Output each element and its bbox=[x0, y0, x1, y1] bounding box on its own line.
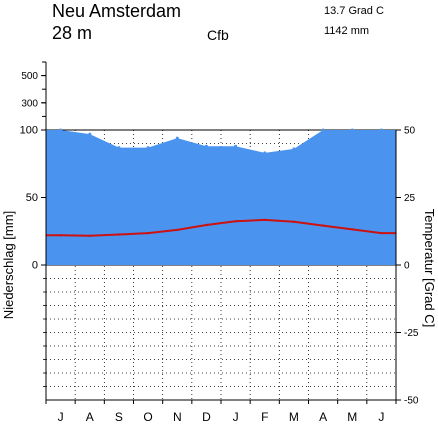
month-label: J bbox=[58, 410, 64, 424]
month-label: J bbox=[378, 410, 384, 424]
precipitation-point bbox=[59, 128, 63, 132]
month-label: O bbox=[143, 410, 152, 424]
left-tick-label: 50 bbox=[26, 192, 38, 204]
precipitation-point bbox=[117, 146, 121, 150]
mean-temperature: 13.7 Grad C bbox=[324, 5, 384, 17]
month-label: F bbox=[261, 410, 268, 424]
month-label: M bbox=[347, 410, 357, 424]
left-tick-label: 0 bbox=[32, 260, 38, 272]
left-tick-label: 300 bbox=[21, 98, 38, 109]
month-label: M bbox=[289, 410, 299, 424]
right-tick-label: -25 bbox=[404, 328, 419, 339]
temperature-line bbox=[46, 218, 396, 237]
temperature-point bbox=[263, 218, 266, 222]
temperature-point bbox=[176, 228, 179, 232]
right-tick-label: 0 bbox=[404, 261, 410, 272]
temperature-point bbox=[146, 231, 150, 235]
precipitation-point bbox=[204, 144, 208, 148]
station-elevation: 28 m bbox=[52, 23, 92, 43]
month-label: N bbox=[173, 410, 182, 424]
month-label: A bbox=[319, 410, 327, 424]
month-label: J bbox=[233, 410, 239, 424]
right-tick-label: 50 bbox=[404, 126, 416, 137]
temperature-point bbox=[117, 233, 121, 236]
month-label: A bbox=[86, 410, 94, 424]
temperature-point bbox=[292, 220, 296, 223]
station-name: Neu Amsterdam bbox=[52, 1, 181, 21]
precipitation-point bbox=[263, 151, 267, 155]
precipitation-point bbox=[234, 144, 238, 148]
temperature-point bbox=[205, 223, 208, 227]
series-layer bbox=[46, 128, 396, 265]
precipitation-point bbox=[321, 128, 325, 132]
temperature-point bbox=[59, 234, 62, 237]
precipitation-point bbox=[88, 132, 92, 136]
climate-class: Cfb bbox=[207, 27, 229, 43]
precipitation-point bbox=[379, 128, 383, 132]
left-tick-label: 500 bbox=[21, 71, 38, 82]
temperature-point bbox=[88, 234, 92, 237]
annual-precipitation: 1142 mm bbox=[324, 25, 369, 37]
month-label: D bbox=[202, 410, 211, 424]
precipitation-point bbox=[350, 128, 354, 132]
temperature-point bbox=[351, 228, 354, 231]
left-tick-label: 100 bbox=[20, 125, 38, 137]
precipitation-point bbox=[292, 147, 296, 151]
precipitation-point bbox=[146, 146, 150, 150]
month-label: S bbox=[115, 410, 123, 424]
temperature-point bbox=[380, 231, 383, 235]
y-axis-title-left: Niederschlag [mm] bbox=[1, 211, 16, 319]
temperature-point bbox=[321, 224, 325, 227]
right-tick-label: 25 bbox=[404, 193, 416, 204]
temperature-point bbox=[234, 220, 237, 223]
precipitation-point bbox=[175, 136, 179, 140]
y-axis-title-right: Temperatur [Grad C] bbox=[422, 209, 437, 328]
right-tick-label: -50 bbox=[404, 396, 419, 407]
precipitation-area bbox=[46, 130, 396, 265]
